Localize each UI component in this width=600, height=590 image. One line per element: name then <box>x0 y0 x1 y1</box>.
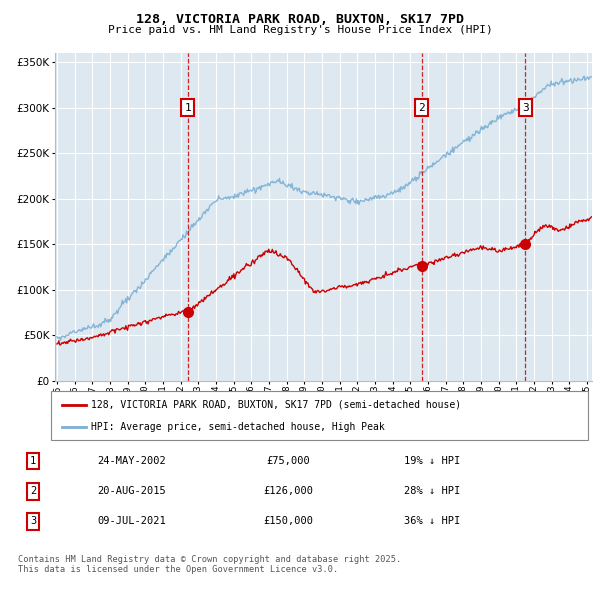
Text: 28% ↓ HPI: 28% ↓ HPI <box>404 486 460 496</box>
Text: 19% ↓ HPI: 19% ↓ HPI <box>404 456 460 466</box>
Text: 20-AUG-2015: 20-AUG-2015 <box>98 486 166 496</box>
Text: £75,000: £75,000 <box>266 456 310 466</box>
Text: £150,000: £150,000 <box>263 516 313 526</box>
Text: 1: 1 <box>184 103 191 113</box>
Text: 09-JUL-2021: 09-JUL-2021 <box>98 516 166 526</box>
Text: Price paid vs. HM Land Registry's House Price Index (HPI): Price paid vs. HM Land Registry's House … <box>107 25 493 35</box>
Text: HPI: Average price, semi-detached house, High Peak: HPI: Average price, semi-detached house,… <box>91 422 385 432</box>
Text: 24-MAY-2002: 24-MAY-2002 <box>98 456 166 466</box>
Text: 3: 3 <box>30 516 36 526</box>
Text: 2: 2 <box>30 486 36 496</box>
FancyBboxPatch shape <box>51 391 588 440</box>
Text: £126,000: £126,000 <box>263 486 313 496</box>
Text: 2: 2 <box>418 103 425 113</box>
Text: 1: 1 <box>30 456 36 466</box>
Text: 128, VICTORIA PARK ROAD, BUXTON, SK17 7PD: 128, VICTORIA PARK ROAD, BUXTON, SK17 7P… <box>136 13 464 26</box>
Text: 3: 3 <box>522 103 529 113</box>
Text: Contains HM Land Registry data © Crown copyright and database right 2025.
This d: Contains HM Land Registry data © Crown c… <box>18 555 401 574</box>
Text: 36% ↓ HPI: 36% ↓ HPI <box>404 516 460 526</box>
Text: 128, VICTORIA PARK ROAD, BUXTON, SK17 7PD (semi-detached house): 128, VICTORIA PARK ROAD, BUXTON, SK17 7P… <box>91 399 461 409</box>
